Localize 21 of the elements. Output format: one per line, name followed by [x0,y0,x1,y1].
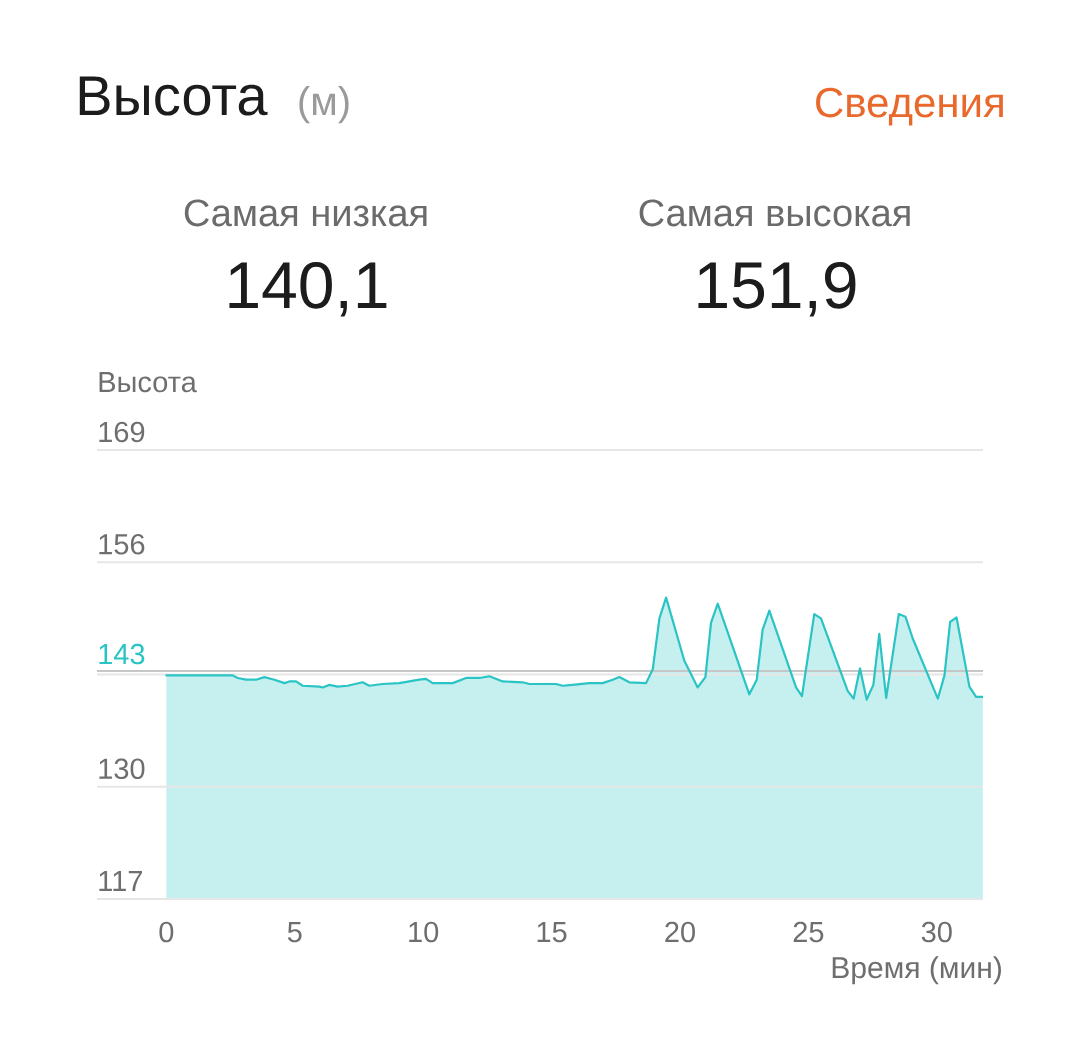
text: Самая высокая [639,199,910,227]
text: Сведения [816,87,1003,126]
y-tick-label: 130 [99,758,145,780]
text: 140,1 [229,261,387,317]
y-axis-title: Высота [99,372,197,393]
x-tick-label: 25 [793,921,824,943]
y-tick-label: 169 [99,421,145,443]
chart-subtitle: (м) [299,86,349,124]
text: Самая низкая [184,199,427,227]
x-tick-label: 20 [665,921,695,943]
y-tick-label: 156 [99,534,145,555]
x-tick-label: 10 [409,921,439,943]
text: 151,9 [698,261,856,317]
x-axis-title: Время (мин) [832,956,1001,985]
x-tick-label: 30 [921,921,952,943]
ref-line-label: 143 [99,643,145,665]
x-tick-label: 5 [287,922,302,943]
x-tick-label: 0 [159,921,174,943]
x-tick-label: 15 [537,922,567,943]
y-tick-label: 117 [99,871,142,892]
chart-title: Высота [79,76,268,116]
